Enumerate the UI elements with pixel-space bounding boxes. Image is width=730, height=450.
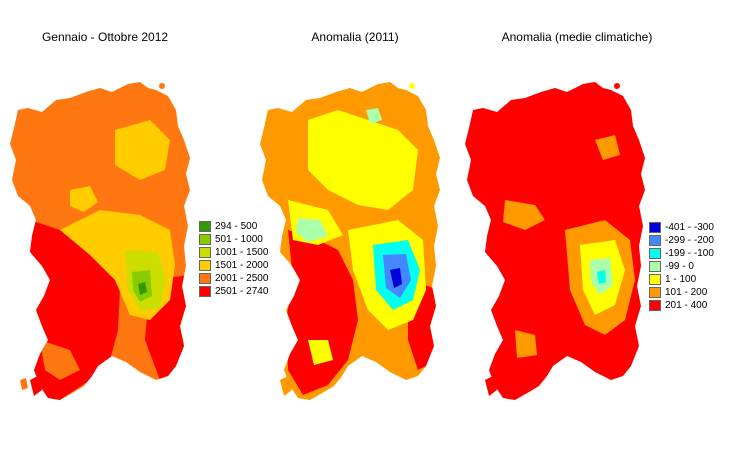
sardinia-map-anomaly-2011 [260,82,440,400]
legend-entry: 201 - 400 [649,299,714,312]
legend-swatch [199,273,211,284]
legend-entry: 294 - 500 [199,220,268,233]
legend-swatch [199,221,211,232]
legend-swatch [199,247,211,258]
legend-entry: 1 - 100 [649,273,714,286]
legend-swatch [649,248,661,259]
legend-entry: -99 - 0 [649,260,714,273]
legend-label: 2001 - 2500 [215,272,269,284]
legend-label: -199 - -100 [665,247,714,259]
map-title-anomaly-2011: Anomalia (2011) [311,30,399,44]
legend-swatch [649,261,661,272]
legend-entry: 1501 - 2000 [199,259,268,272]
map-title-anomaly-climatic: Anomalia (medie climatiche) [501,30,653,44]
legend-swatch [649,222,661,233]
legend-swatch [199,260,211,271]
legend-entry: -401 - -300 [649,221,714,234]
legend-entry: 1001 - 1500 [199,246,268,259]
legend-label: -401 - -300 [665,221,714,233]
legend-label: 294 - 500 [215,220,258,232]
map-title-precipitation-2012: Gennaio - Ottobre 2012 [41,30,169,44]
sardinia-map-precipitation [10,82,190,400]
legend-label: -99 - 0 [665,260,694,272]
legend-swatch [199,234,211,245]
legend-label: 501 - 1000 [215,233,263,245]
legend-swatch [649,274,661,285]
legend-anomaly: -401 - -300 -299 - -200 -199 - -100 -99 - 0… [649,221,714,312]
legend-swatch [649,287,661,298]
legend-entry: -199 - -100 [649,247,714,260]
legend-entry: 101 - 200 [649,286,714,299]
legend-label: -299 - -200 [665,234,714,246]
legend-label: 2501 - 2740 [215,285,269,297]
legend-precipitation: 294 - 500 501 - 1000 1001 - 1500 1501 - 200… [199,220,268,298]
legend-swatch [649,235,661,246]
legend-label: 1 - 100 [665,273,697,285]
legend-label: 1001 - 1500 [215,246,269,258]
legend-entry: 2501 - 2740 [199,285,268,298]
legend-label: 1501 - 2000 [215,259,269,271]
legend-entry: 2001 - 2500 [199,272,268,285]
legend-label: 101 - 200 [665,286,708,298]
legend-swatch [199,286,211,297]
legend-swatch [649,300,661,311]
legend-entry: 501 - 1000 [199,233,268,246]
sardinia-map-anomaly-climatic [465,82,645,400]
legend-label: 201 - 400 [665,299,708,311]
legend-entry: -299 - -200 [649,234,714,247]
